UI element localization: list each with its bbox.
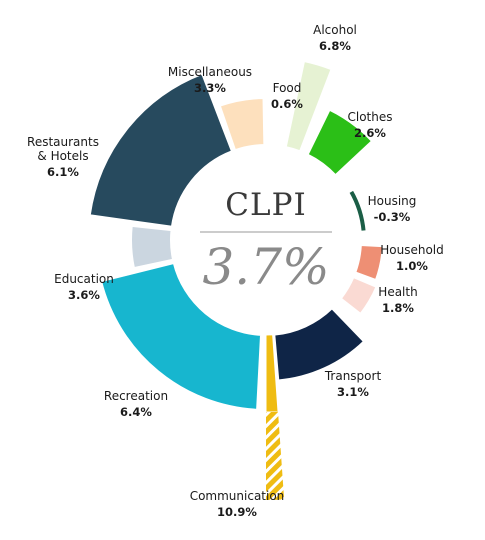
segment-miscellaneous [218,97,266,152]
segment-alcohol [284,59,333,153]
label-housing: Housing [368,194,417,208]
value-clothes: 2.6% [354,126,386,140]
segment-household [353,243,384,282]
segment-clothes [306,108,374,177]
label-transport: Transport [324,369,382,383]
label-clothes: Clothes [348,110,393,124]
center-title: CLPI [225,187,306,223]
segment-recreation [99,261,263,411]
segment-housing [346,188,368,233]
value-housing: -0.3% [374,210,411,224]
value-household: 1.0% [396,259,428,273]
value-transport: 3.1% [337,385,369,399]
value-recreation: 6.4% [120,405,152,419]
value-restaurants-and-hotels: 6.1% [47,165,79,179]
label-alcohol: Alcohol [313,23,357,37]
value-miscellaneous: 3.3% [194,81,226,95]
label-miscellaneous: Miscellaneous [168,65,252,79]
segment-education [130,224,175,270]
label-communication: Communication [190,489,285,503]
value-health: 1.8% [382,301,414,315]
segment-communication [265,334,279,413]
label-household: Household [380,243,444,257]
label-food: Food [273,81,302,95]
label-recreation: Recreation [104,389,168,403]
segment-restaurants-and-hotels [88,72,234,228]
segment-health [339,275,378,316]
label-restaurants-and-hotels: Restaurants & Hotels [27,135,99,163]
value-food: 0.6% [271,97,303,111]
label-health: Health [378,285,417,299]
value-alcohol: 6.8% [319,39,351,53]
value-communication: 10.9% [217,505,257,519]
label-education: Education [54,272,114,286]
center-value: 3.7% [202,238,329,296]
segment-transport [273,306,366,382]
segment-communication-overflow [266,411,285,501]
value-education: 3.6% [68,288,100,302]
